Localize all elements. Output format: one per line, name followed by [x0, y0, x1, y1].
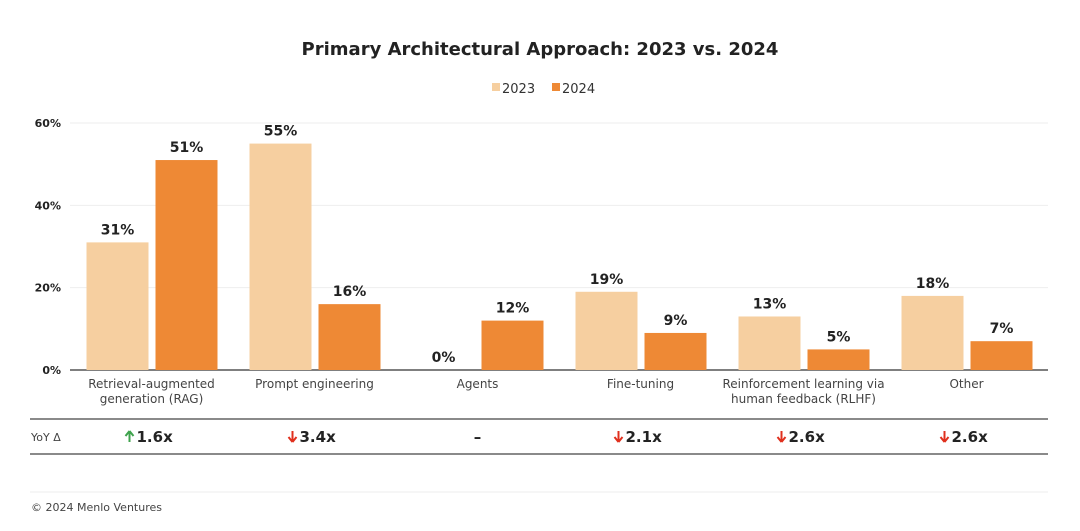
x-category-label: Other	[949, 377, 983, 391]
data-label-2024: 16%	[333, 284, 367, 300]
legend-label-2024: 2024	[562, 82, 595, 97]
data-label-2023: 55%	[264, 124, 298, 140]
yoy-value: 2.6x	[789, 428, 826, 446]
footer-copyright: © 2024 Menlo Ventures	[31, 501, 162, 514]
data-label-2023: 13%	[753, 296, 787, 312]
gridlines: 0% 20% 40% 60%	[35, 117, 1048, 377]
x-category-label: Prompt engineering	[255, 377, 374, 391]
yoy-value: 3.4x	[300, 428, 337, 446]
arrow-up-icon	[124, 430, 135, 442]
x-category-label: Agents	[457, 377, 499, 391]
y-tick-label: 20%	[35, 282, 61, 295]
yoy-label: YoY Δ	[30, 431, 61, 444]
x-category-label: Fine-tuning	[607, 377, 674, 391]
chart-title: Primary Architectural Approach: 2023 vs.…	[302, 39, 779, 60]
yoy-value: 2.6x	[952, 428, 989, 446]
bar-2023	[575, 291, 638, 370]
legend-swatch-2024	[552, 83, 560, 91]
bar-2023	[86, 242, 149, 370]
yoy-value: 2.1x	[626, 428, 663, 446]
x-category-label: Retrieval-augmented	[88, 377, 215, 391]
data-label-2024: 7%	[990, 321, 1014, 337]
arrow-down-icon	[776, 431, 787, 443]
bar-2023	[901, 295, 964, 370]
data-label-2024: 51%	[170, 140, 204, 156]
data-label-2024: 5%	[827, 329, 851, 345]
legend: 2023 2024	[492, 82, 595, 97]
x-category-label: human feedback (RLHF)	[731, 392, 876, 406]
data-label-2023: 18%	[916, 276, 950, 292]
arrow-down-icon	[613, 431, 624, 443]
bar-2023	[738, 316, 801, 370]
data-label-2023: 31%	[101, 222, 135, 238]
legend-swatch-2023	[492, 83, 500, 91]
y-tick-label: 0%	[42, 364, 61, 377]
x-category-label: Reinforcement learning via	[722, 377, 884, 391]
bar-2024	[318, 304, 381, 370]
data-label-2023: 19%	[590, 272, 624, 288]
bar-2024	[970, 341, 1033, 370]
legend-label-2023: 2023	[502, 82, 535, 97]
arrow-down-icon	[939, 431, 950, 443]
yoy-value: 1.6x	[137, 428, 174, 446]
bar-2024	[807, 349, 870, 370]
arrow-down-icon	[287, 431, 298, 443]
bar-2023	[249, 143, 312, 370]
bar-2024	[481, 320, 544, 370]
y-tick-label: 60%	[35, 117, 61, 130]
bar-2024	[155, 160, 218, 370]
yoy-row: YoY Δ 1.6x 3.4x – 2.1x 2.6x 2.6x	[30, 418, 1048, 455]
data-label-2024: 9%	[664, 313, 688, 329]
data-label-2023: 0%	[432, 350, 456, 366]
x-category-label: generation (RAG)	[100, 392, 204, 406]
bar-2024	[644, 332, 707, 370]
yoy-value: –	[474, 428, 482, 446]
y-tick-label: 40%	[35, 199, 61, 212]
data-label-2024: 12%	[496, 301, 530, 317]
